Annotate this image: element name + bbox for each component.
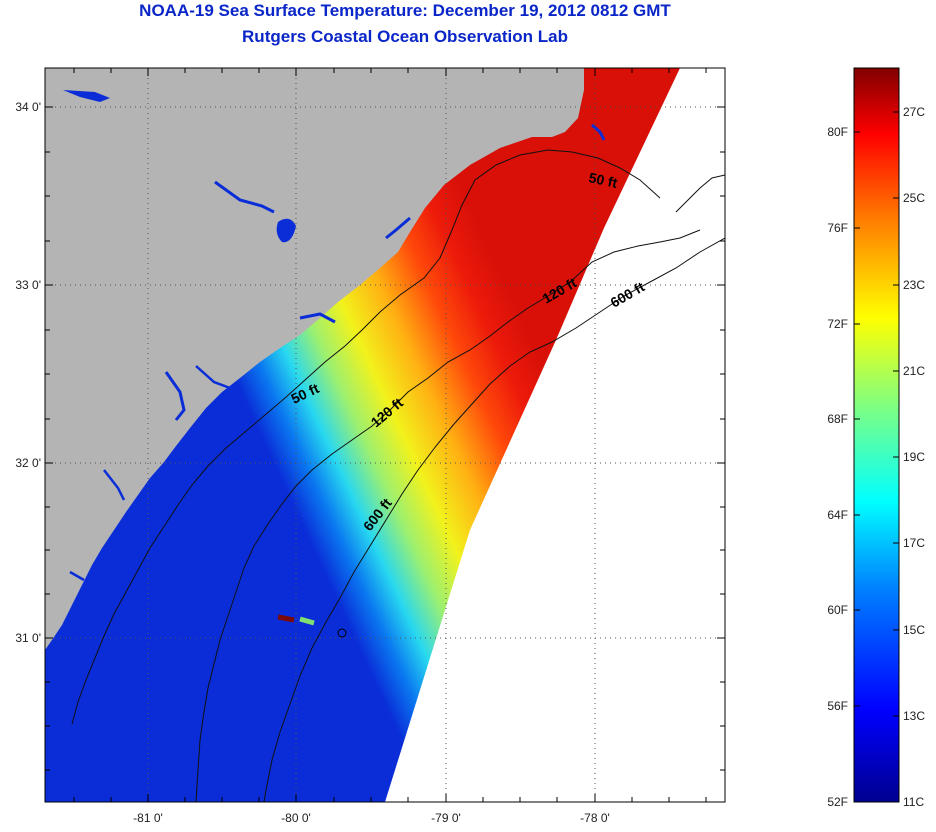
inlet [214,180,275,214]
colorbar-label-f: 68F [827,412,848,426]
inlet [591,123,606,141]
lat-label: 33 0' [15,278,41,292]
contour-50ft [71,149,661,725]
bathymetry-contours [71,149,725,802]
colorbar-label-f: 76F [827,221,848,235]
inlet [103,469,126,501]
contour-label: 50 ft [587,169,619,191]
colorbar-label-c: 19C [903,450,925,464]
glint-feature [299,616,315,626]
lat-label: 34 0' [15,100,41,114]
glint-feature [277,614,295,623]
colorbar-label-c: 17C [903,536,925,550]
colorbar-label-c: 23C [903,278,925,292]
buoy-marker [337,628,347,638]
colorbar-ticks [854,111,899,717]
inlet [45,738,63,747]
colorbar-label-f: 60F [827,603,848,617]
colorbar-label-f: 52F [827,795,848,809]
colorbar-label-f: 72F [827,317,848,331]
lon-label: -78 0' [580,811,610,825]
colorbar-label-c: 27C [903,105,925,119]
lon-label: -80 0' [281,811,311,825]
contour-offshore [675,174,725,213]
contour-600ft [263,237,725,802]
colorbar-label-f: 64F [827,508,848,522]
land-mass [45,68,584,650]
colorbar-label-f: 56F [827,699,848,713]
lon-label: -81 0' [133,811,163,825]
colorbar-label-c: 25C [903,191,925,205]
colorbar-label-c: 11C [903,795,924,809]
inlet [276,218,296,243]
colorbar-label-c: 13C [903,709,925,723]
contour-120ft [195,229,701,802]
map-frame [44,67,726,803]
colorbar-label-f: 80F [827,125,848,139]
inlet [385,216,411,240]
map-title: NOAA-19 Sea Surface Temperature: Decembe… [139,1,671,20]
map-ticks [45,68,725,802]
inlet [69,570,85,582]
inlet [164,371,186,421]
lon-label: -79 0' [431,811,461,825]
graticule [45,68,725,802]
inlet [195,365,231,390]
colorbar [853,67,900,803]
inlet [63,90,110,102]
colorbar-label-c: 15C [903,623,925,637]
map-subtitle: Rutgers Coastal Ocean Observation Lab [242,27,568,46]
inlet [299,312,336,324]
lat-label: 32 0' [15,456,41,470]
colorbar-label-c: 21C [903,364,925,378]
lat-label: 31 0' [15,631,41,645]
